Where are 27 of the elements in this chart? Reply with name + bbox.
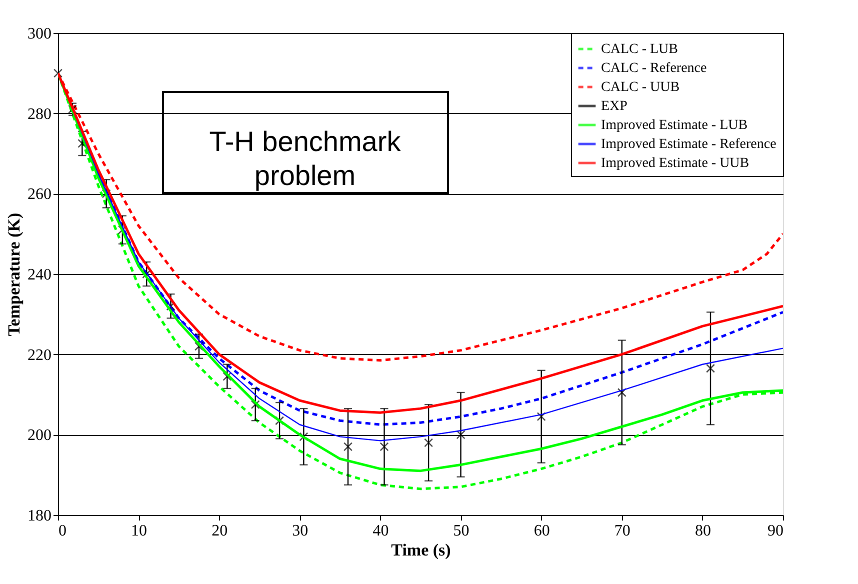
- x-tick-label: 50: [453, 522, 470, 540]
- y-tick-label: 280: [28, 106, 52, 123]
- y-tick-label: 180: [28, 508, 52, 524]
- x-tick-label: 60: [534, 522, 550, 540]
- x-tick-label: 30: [292, 522, 308, 540]
- x-tick-label: 40: [372, 522, 389, 540]
- x-tick-label: 10: [131, 522, 148, 540]
- x-tick-label: 0: [58, 522, 66, 540]
- legend-label: EXP: [601, 99, 628, 114]
- legend-label: Improved Estimate - UUB: [601, 156, 750, 171]
- x-tick-label: 20: [212, 522, 228, 540]
- legend-label: Improved Estimate - Reference: [601, 137, 776, 152]
- y-tick-label: 260: [28, 186, 52, 204]
- legend-label: CALC - UUB: [601, 80, 680, 95]
- y-tick-label: 220: [28, 346, 52, 364]
- y-axis-title: Temperature (K): [4, 212, 24, 336]
- legend-label: Improved Estimate - LUB: [601, 118, 748, 133]
- legend-label: CALC - LUB: [601, 42, 678, 57]
- y-tick-label: 300: [28, 26, 52, 42]
- x-tick-label: 70: [614, 522, 630, 540]
- legend-label: CALC - Reference: [601, 61, 707, 76]
- x-axis-title: Time (s): [391, 540, 451, 560]
- x-tick-label: 80: [694, 522, 711, 540]
- y-tick-label: 240: [28, 266, 52, 284]
- y-tick-label: 200: [28, 427, 52, 444]
- annotation: T-H benchmark problem: [209, 126, 402, 191]
- x-tick-label: 90: [768, 522, 784, 540]
